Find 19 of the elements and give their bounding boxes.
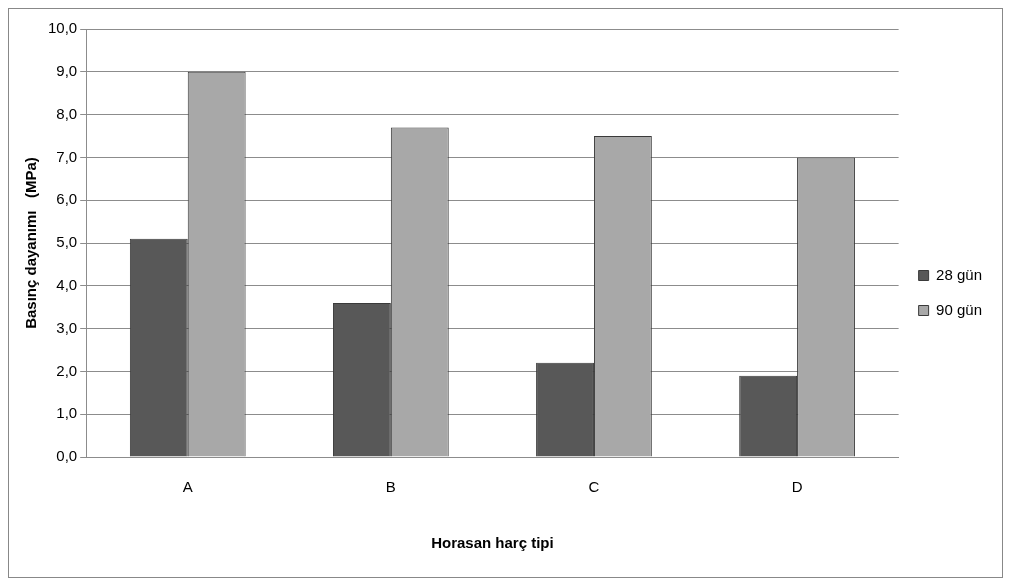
legend-label: 90 gün [936, 300, 983, 318]
y-axis-title: Basınç dayanımı (MPa) [22, 157, 40, 329]
x-tick-label: B [385, 478, 396, 496]
y-tick-label: 8,0 [56, 104, 78, 122]
x-tick-label: C [588, 478, 600, 496]
y-tick-label: 3,0 [56, 318, 78, 336]
y-tick-label: 2,0 [56, 361, 78, 379]
x-axis-title: Horasan harç tipi [431, 534, 554, 552]
y-tick-label: 5,0 [56, 233, 78, 251]
y-tick-label: 10,0 [47, 19, 78, 37]
legend-label: 28 gün [936, 265, 983, 283]
y-tick-label: 0,0 [56, 447, 78, 465]
y-tick-label: 9,0 [56, 61, 78, 79]
y-tick-label: 7,0 [56, 147, 78, 165]
y-tick-label: 4,0 [56, 275, 78, 293]
y-tick-label: 1,0 [56, 404, 78, 422]
x-tick-label: A [182, 478, 193, 496]
x-tick-label: D [791, 478, 803, 496]
y-tick-label: 6,0 [56, 190, 78, 208]
